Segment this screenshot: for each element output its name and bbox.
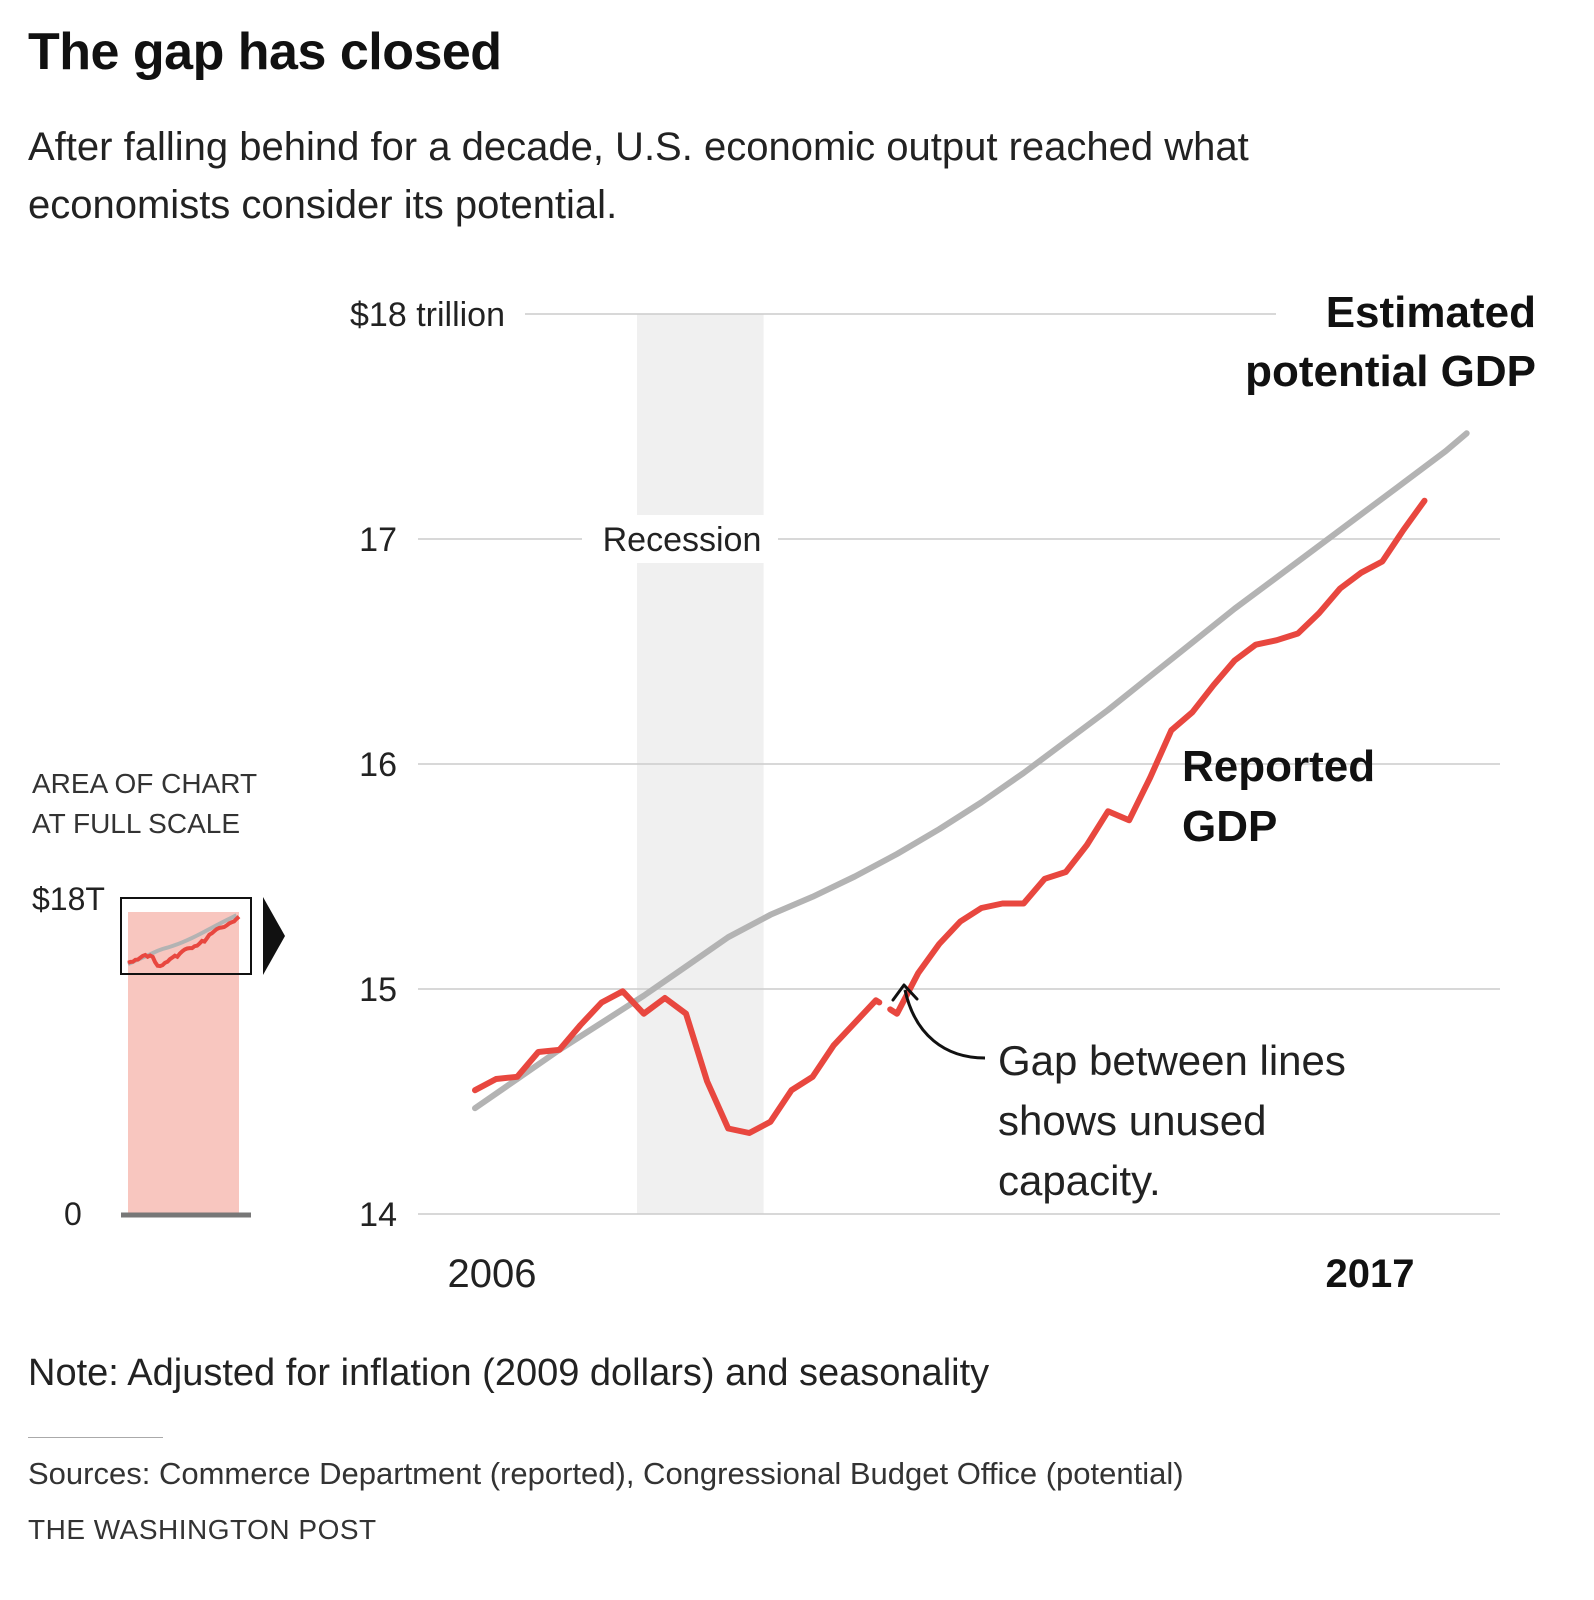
footnote: Note: Adjusted for inflation (2009 dolla…	[28, 1352, 990, 1394]
footnote-divider	[28, 1437, 163, 1438]
reported-gdp-label-line2: GDP	[1182, 802, 1277, 851]
inset-label-line2: AT FULL SCALE	[32, 808, 240, 839]
publisher-credit: THE WASHINGTON POST	[28, 1514, 377, 1545]
inset-label-line1: AREA OF CHART	[32, 768, 257, 799]
gdp-chart: $18 trillion 17 16 15 14 2006 2017 Reces…	[32, 288, 1536, 1296]
reported-gdp-area	[475, 500, 1425, 1189]
gap-annotation-line2: shows unused	[998, 1097, 1267, 1144]
y-tick-label-18: $18 trillion	[350, 296, 505, 334]
potential-gdp-label-line1: Estimated	[1326, 288, 1536, 337]
reported-gdp-line	[472, 988, 883, 1136]
inset-pointer-triangle	[263, 897, 285, 975]
reported-gdp-label-line1: Reported	[1182, 742, 1375, 791]
y-tick-label-15: 15	[359, 971, 397, 1009]
inset-top-label: $18T	[32, 881, 105, 917]
y-tick-label-14: 14	[359, 1196, 397, 1234]
y-tick-label-17: 17	[359, 521, 397, 559]
recession-label: Recession	[603, 521, 762, 559]
sources: Sources: Commerce Department (reported),…	[28, 1456, 1184, 1491]
inset-area-fill	[128, 912, 239, 1215]
potential-gdp-label-line2: potential GDP	[1245, 347, 1536, 396]
x-tick-label-2017: 2017	[1326, 1252, 1415, 1296]
gap-annotation-line1: Gap between lines	[998, 1037, 1346, 1084]
y-tick-label-16: 16	[359, 746, 397, 784]
gap-arrowhead	[891, 983, 919, 1002]
chart-subtitle: After falling behind for a decade, U.S. …	[28, 125, 1249, 227]
inset-zero-label: 0	[64, 1196, 82, 1232]
gap-annotation-line3: capacity.	[998, 1157, 1161, 1204]
potential-gdp-line	[472, 430, 1470, 1112]
gap-arrow	[903, 989, 986, 1060]
reported-gdp-line-continued	[887, 497, 1428, 1017]
chart-title: The gap has closed	[28, 23, 502, 81]
x-tick-label-2006: 2006	[448, 1252, 537, 1296]
inset-reported-line	[127, 915, 241, 969]
inset-zoom-box	[120, 897, 252, 975]
recession-label-bg	[582, 515, 778, 563]
